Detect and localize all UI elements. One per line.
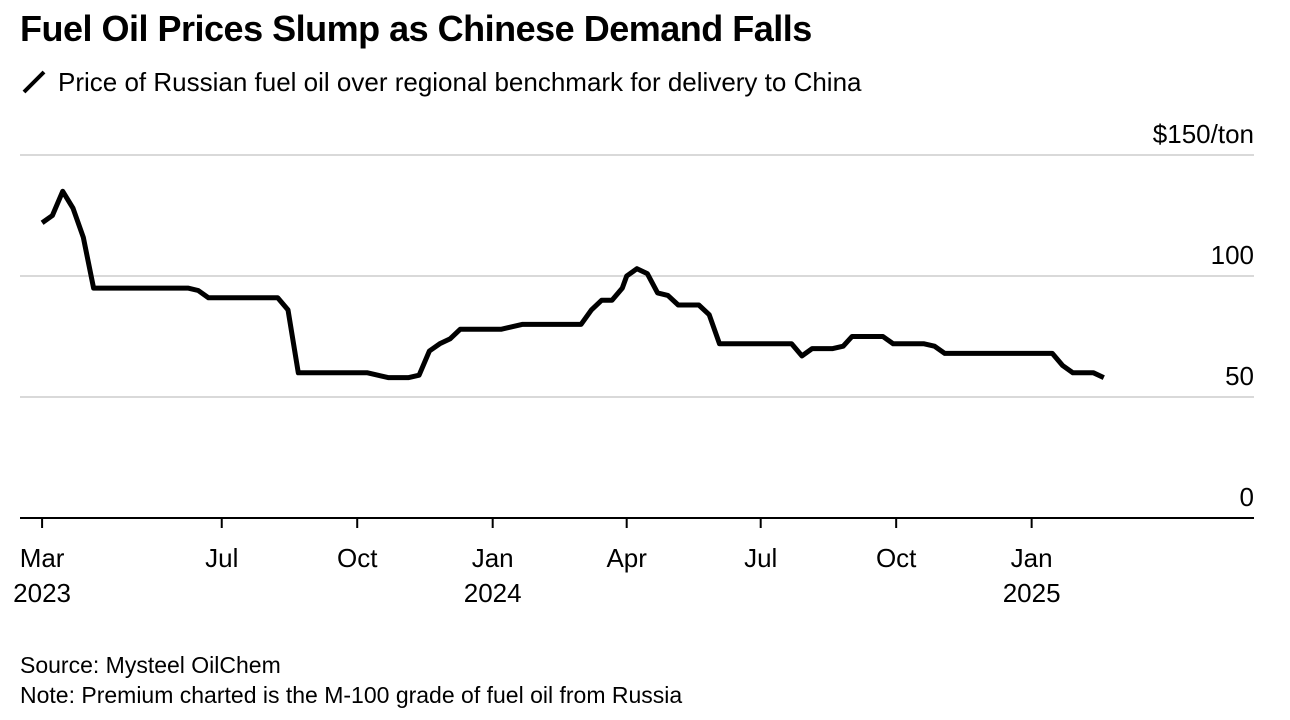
x-axis [20,517,1254,528]
x-tick-label: Jan [1011,543,1053,573]
source-note: Source: Mysteel OilChem [20,652,281,678]
y-tick-label: 100 [1211,240,1254,270]
y-tick-label: 50 [1225,361,1254,391]
x-tick-year-label: 2024 [464,578,522,608]
x-tick-label: Mar [20,543,65,573]
y-axis-labels: $150/ton 100 50 0 [1153,119,1254,512]
gridlines [20,154,1254,398]
y-tick-label: 0 [1240,482,1254,512]
footnote: Note: Premium charted is the M-100 grade… [20,682,683,708]
x-tick-label: Apr [606,543,647,573]
x-tick-label: Jan [472,543,514,573]
series-line-0 [40,188,1105,381]
chart-title: Fuel Oil Prices Slump as Chinese Demand … [20,8,812,49]
x-tick-label: Jul [744,543,777,573]
x-tick-label: Oct [337,543,378,573]
series-lines [40,188,1105,381]
legend-line-swatch-icon [22,70,46,94]
x-tick-label: Jul [205,543,238,573]
x-tick-year-label: 2025 [1003,578,1061,608]
legend-label: Price of Russian fuel oil over regional … [58,66,862,97]
x-tick-label: Oct [876,543,917,573]
y-tick-label: $150/ton [1153,119,1254,149]
x-axis-labels: Mar 2023 Jul Oct Jan 2024 Apr Jul Oct Jan 2025 [13,543,1060,608]
legend: Price of Russian fuel oil over regional … [20,66,862,98]
x-tick-year-label: 2023 [13,578,71,608]
